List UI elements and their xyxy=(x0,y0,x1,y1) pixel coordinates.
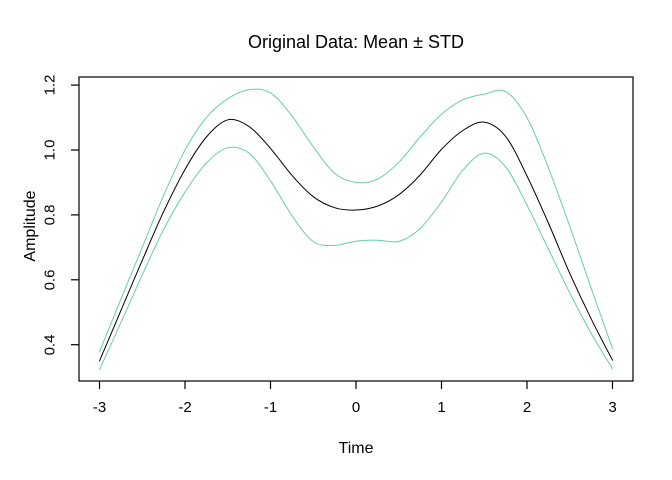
x-tick-label: 2 xyxy=(522,399,532,416)
x-tick-label: -3 xyxy=(92,399,107,416)
y-tick-label: 0.6 xyxy=(41,269,59,291)
x-tick-label: 0 xyxy=(351,399,361,416)
chart-title: Original Data: Mean ± STD xyxy=(248,32,464,52)
plot-box xyxy=(78,76,634,382)
y-tick-label: 1.0 xyxy=(41,139,59,161)
y-tick-label: 0.4 xyxy=(41,334,59,356)
y-axis-label: Amplitude xyxy=(22,190,39,262)
x-tick-label: 1 xyxy=(437,399,446,416)
x-tick-label: -2 xyxy=(178,399,192,416)
y-tick-label: 1.2 xyxy=(41,74,59,96)
x-axis-label: Time xyxy=(338,440,374,457)
x-tick-label: 3 xyxy=(608,399,617,416)
series-line-mean-minus-std xyxy=(99,146,613,371)
y-tick-label: 0.8 xyxy=(41,204,59,226)
series-line-mean-plus-std xyxy=(99,88,613,353)
series-line-mean xyxy=(99,118,613,362)
x-tick-label: -1 xyxy=(263,399,278,416)
